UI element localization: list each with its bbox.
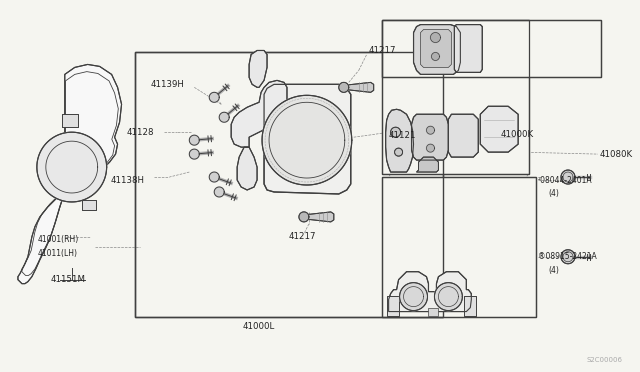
- Polygon shape: [209, 92, 220, 102]
- Polygon shape: [189, 149, 199, 159]
- Bar: [134, 52, 444, 317]
- Text: 41138H: 41138H: [111, 176, 145, 185]
- Polygon shape: [449, 114, 478, 157]
- Bar: [465, 296, 476, 315]
- Text: ²08044-2401A: ²08044-2401A: [538, 176, 593, 185]
- Bar: [134, 52, 444, 317]
- Polygon shape: [262, 95, 352, 185]
- Polygon shape: [264, 84, 351, 194]
- Text: 41217: 41217: [289, 232, 316, 241]
- Bar: [387, 296, 399, 315]
- Polygon shape: [431, 32, 440, 42]
- Polygon shape: [390, 127, 401, 137]
- Text: ®08915-2421A: ®08915-2421A: [538, 252, 597, 261]
- Polygon shape: [339, 82, 349, 92]
- Polygon shape: [435, 283, 462, 311]
- Polygon shape: [189, 135, 199, 145]
- Polygon shape: [214, 187, 224, 197]
- Polygon shape: [299, 212, 309, 222]
- Polygon shape: [304, 212, 334, 222]
- Text: (4): (4): [548, 266, 559, 275]
- Bar: [428, 308, 438, 315]
- Text: 41217: 41217: [369, 46, 396, 55]
- Text: (4): (4): [548, 189, 559, 199]
- Text: 41001(RH): 41001(RH): [38, 235, 79, 244]
- Polygon shape: [37, 132, 107, 202]
- Bar: [381, 177, 536, 317]
- Text: 41139H: 41139H: [150, 80, 184, 89]
- Bar: [62, 114, 77, 127]
- Bar: [381, 177, 536, 317]
- Polygon shape: [399, 283, 428, 311]
- Polygon shape: [249, 51, 267, 87]
- Text: 41011(LH): 41011(LH): [38, 249, 78, 258]
- Polygon shape: [231, 80, 287, 147]
- Bar: [381, 20, 529, 174]
- Polygon shape: [18, 64, 122, 284]
- Polygon shape: [237, 147, 257, 190]
- Text: 41128: 41128: [127, 128, 154, 137]
- Polygon shape: [388, 272, 471, 312]
- Polygon shape: [412, 114, 449, 160]
- Text: 41151M: 41151M: [51, 275, 85, 284]
- Polygon shape: [344, 82, 374, 92]
- Polygon shape: [209, 172, 220, 182]
- Polygon shape: [413, 25, 460, 74]
- Polygon shape: [561, 250, 575, 264]
- Text: 41000L: 41000L: [243, 322, 275, 331]
- Bar: [387, 296, 399, 315]
- Bar: [465, 296, 476, 315]
- Polygon shape: [220, 112, 229, 122]
- Polygon shape: [395, 148, 403, 156]
- Text: 41000K: 41000K: [500, 130, 533, 139]
- Polygon shape: [561, 170, 575, 184]
- Polygon shape: [420, 29, 451, 67]
- Bar: [381, 20, 601, 77]
- Bar: [82, 200, 95, 210]
- Polygon shape: [480, 106, 518, 152]
- Polygon shape: [426, 126, 435, 134]
- Polygon shape: [386, 109, 413, 172]
- Text: S2C00006: S2C00006: [587, 357, 623, 363]
- Text: 41080K: 41080K: [600, 150, 633, 158]
- Bar: [62, 114, 77, 127]
- Polygon shape: [426, 144, 435, 152]
- Polygon shape: [417, 157, 438, 172]
- Text: 41121: 41121: [388, 131, 416, 140]
- Bar: [381, 20, 529, 174]
- Polygon shape: [454, 25, 483, 73]
- Bar: [82, 200, 95, 210]
- Polygon shape: [431, 52, 440, 60]
- Bar: [381, 20, 601, 77]
